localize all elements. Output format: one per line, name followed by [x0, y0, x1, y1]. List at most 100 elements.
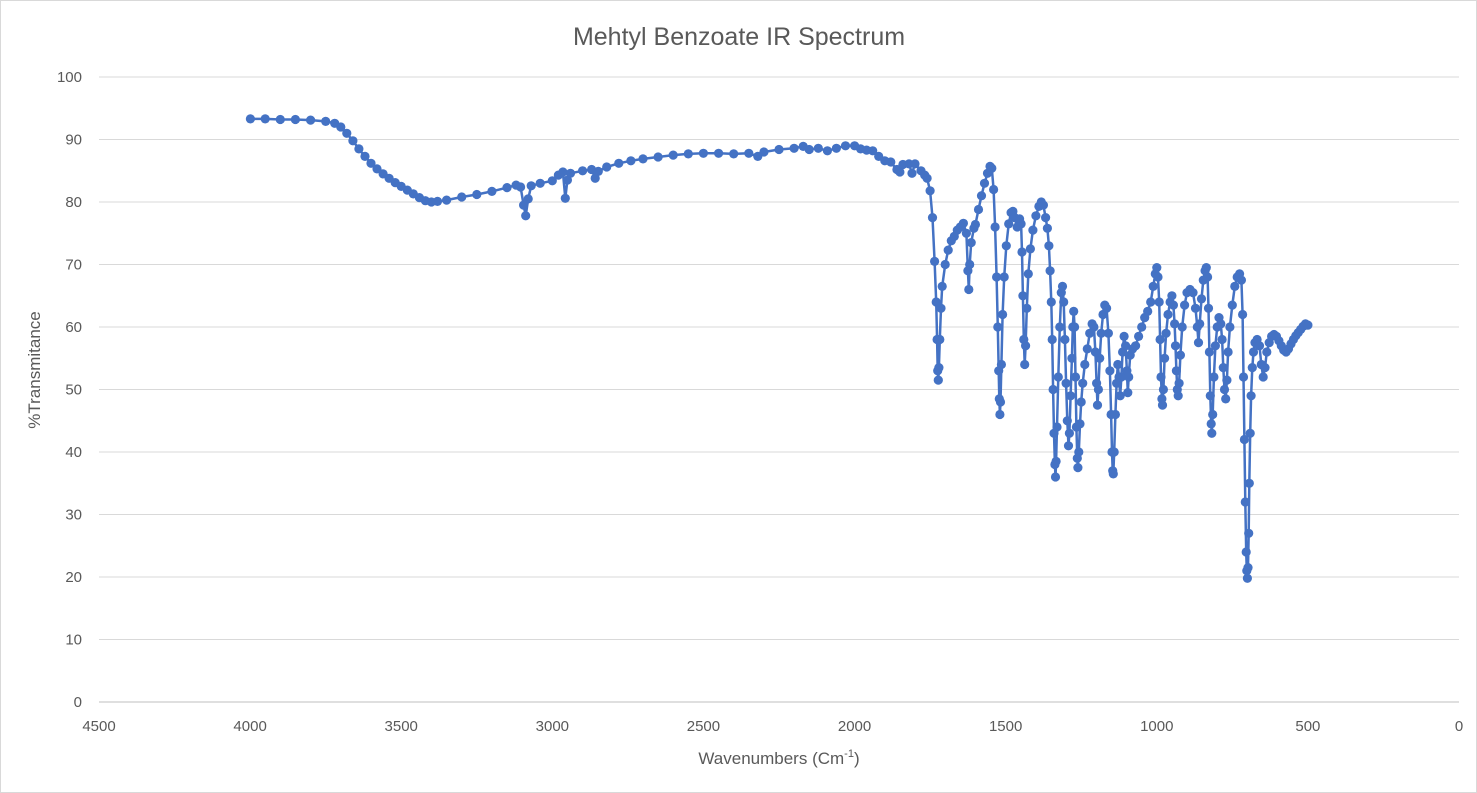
data-point	[487, 186, 497, 196]
data-point	[523, 194, 533, 204]
data-point	[1227, 300, 1237, 310]
data-point	[966, 238, 976, 248]
data-point	[683, 149, 693, 159]
data-point	[1209, 372, 1219, 382]
data-point	[931, 297, 941, 307]
data-point	[1303, 320, 1313, 330]
data-point	[1093, 384, 1103, 395]
x-axis-title-suffix: )	[854, 749, 860, 768]
data-point	[1205, 391, 1215, 401]
data-point	[886, 157, 896, 167]
data-point	[1207, 428, 1217, 438]
data-point	[1123, 388, 1133, 398]
data-point	[578, 166, 588, 176]
data-point	[934, 363, 944, 373]
data-point	[1241, 547, 1251, 557]
data-point	[1063, 441, 1074, 451]
data-point	[1096, 328, 1106, 338]
y-tick-label: 0	[74, 694, 82, 711]
data-point	[1059, 297, 1069, 307]
data-point	[275, 114, 285, 125]
data-point	[1053, 372, 1063, 382]
data-point	[1021, 341, 1031, 351]
data-point	[1066, 391, 1076, 401]
data-point	[1020, 359, 1030, 370]
data-point	[442, 195, 452, 205]
data-point	[472, 189, 482, 200]
data-point	[1046, 297, 1056, 307]
y-axis-title: %Transmitance	[25, 311, 44, 428]
data-point	[593, 166, 603, 176]
data-point	[1258, 372, 1268, 382]
data-point	[1070, 372, 1081, 382]
data-point	[1175, 350, 1185, 360]
data-point	[895, 167, 905, 177]
data-point	[1221, 394, 1231, 404]
data-point	[1137, 322, 1147, 332]
data-point	[1018, 291, 1028, 301]
data-point	[668, 150, 678, 160]
data-point	[1055, 322, 1065, 332]
data-point	[698, 148, 709, 158]
data-point	[1044, 241, 1054, 251]
data-point	[1161, 328, 1171, 338]
data-point	[1154, 297, 1164, 307]
data-point	[1143, 306, 1153, 316]
data-point	[1262, 347, 1272, 357]
data-point	[1078, 378, 1088, 388]
data-point	[961, 228, 972, 238]
data-point	[1076, 397, 1086, 407]
data-point	[614, 158, 624, 168]
data-point	[602, 162, 612, 172]
y-tick-labels: 0 10 20 30 40 50 60 70 80 90 100	[57, 69, 82, 711]
data-point	[1170, 319, 1180, 329]
data-point	[1245, 428, 1255, 438]
data-point	[987, 163, 997, 173]
data-point	[1017, 247, 1027, 257]
data-point	[1180, 300, 1190, 310]
data-point	[1113, 359, 1123, 370]
data-point	[1236, 275, 1246, 285]
data-point	[1203, 272, 1213, 282]
data-point	[1153, 272, 1163, 282]
data-point	[1051, 456, 1061, 466]
gridlines	[99, 76, 1459, 703]
data-point	[1095, 353, 1105, 363]
data-point	[1156, 372, 1166, 382]
data-point	[1102, 303, 1112, 313]
data-point	[940, 259, 950, 270]
data-point	[1110, 409, 1120, 420]
x-tick-label: 2000	[838, 718, 871, 735]
data-point	[943, 245, 953, 255]
data-point	[1204, 347, 1214, 357]
chart-title: Mehtyl Benzoate IR Spectrum	[573, 23, 905, 51]
data-point	[1062, 416, 1072, 426]
data-point	[1016, 219, 1026, 229]
data-point	[822, 146, 833, 156]
y-tick-label: 50	[65, 382, 82, 399]
data-point	[907, 168, 917, 178]
data-point	[922, 173, 932, 183]
data-point	[989, 184, 999, 195]
data-point	[1243, 563, 1253, 573]
x-tick-label: 4000	[233, 718, 266, 735]
data-point	[1031, 211, 1041, 221]
data-point	[976, 191, 987, 201]
data-point	[432, 196, 443, 206]
data-point	[1041, 213, 1051, 223]
data-point	[516, 182, 526, 192]
data-point	[759, 147, 769, 157]
data-point	[993, 322, 1003, 332]
y-tick-label: 80	[65, 194, 82, 211]
x-tick-label: 1500	[989, 718, 1022, 735]
data-point	[995, 409, 1005, 420]
data-point	[979, 178, 990, 188]
y-tick-label: 70	[65, 257, 82, 274]
data-point	[1174, 378, 1184, 388]
data-point	[1171, 366, 1181, 376]
data-point	[1242, 573, 1252, 583]
data-point	[1050, 472, 1061, 482]
data-point	[558, 167, 568, 177]
